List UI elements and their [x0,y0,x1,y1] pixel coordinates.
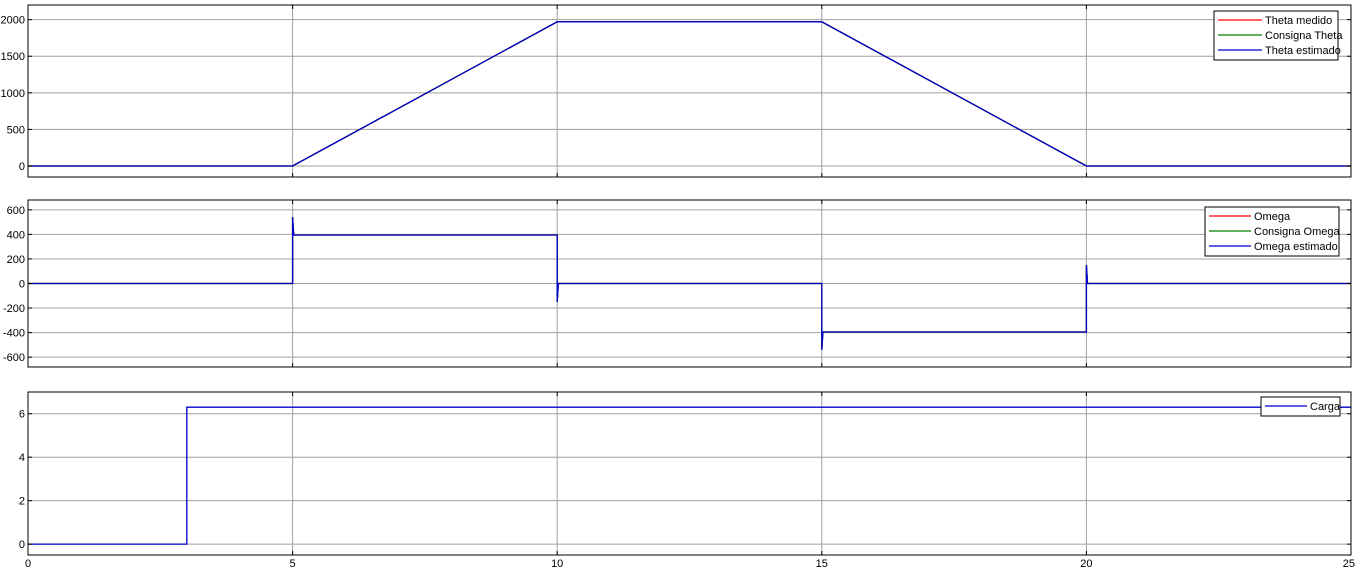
x-tick-label: 25 [1343,558,1355,570]
axes-frame [27,391,1352,556]
subplot-2: -600 -400 -200 0 200 400 600 Omega Consigna Omeg… [3,199,1352,368]
legend: Theta medido Consigna Theta Theta estimado [1213,10,1343,61]
y-tick-label: 4 [19,452,25,464]
series-line-carga [28,406,1351,545]
legend-label: Consigna Omega [1254,226,1340,238]
legend-label: Omega estimado [1254,241,1338,253]
y-tick-label: 0 [19,279,25,291]
y-tick-label: -200 [3,303,25,315]
y-tick-label: 0 [19,161,25,173]
legend-label: Carga [1310,401,1341,413]
y-tick-label: 400 [7,229,25,241]
y-tick-label: 1500 [1,51,25,63]
y-tick-label: 0 [19,539,25,551]
x-tick-label: 15 [816,558,828,570]
y-tick-label: -400 [3,328,25,340]
x-tick-label: 10 [551,558,563,570]
series-line-omega-estimado [28,217,1351,350]
x-tick-label: 0 [25,558,31,570]
y-tick-label: 2000 [1,15,25,27]
legend: Omega Consigna Omega Omega estimado [1204,206,1340,257]
series-line-theta-estimado [28,21,1351,167]
x-tick-label: 5 [290,558,296,570]
legend-label: Omega [1254,211,1291,223]
y-tick-label: 200 [7,254,25,266]
legend: Carga [1260,396,1341,417]
legend-label: Theta estimado [1265,45,1341,57]
y-tick-label: 600 [7,205,25,217]
axes-background [28,5,1351,177]
y-tick-label: 500 [7,124,25,136]
axes-background [28,392,1351,555]
y-tick-label: 2 [19,496,25,508]
legend-label: Consigna Theta [1265,30,1343,42]
legend-label: Theta medido [1265,15,1332,27]
y-tick-label: -600 [3,352,25,364]
y-tick-label: 1000 [1,88,25,100]
x-tick-label: 20 [1080,558,1092,570]
subplot-1: 0 500 1000 1500 2000 Theta medido Consigna The… [1,4,1352,178]
axes-frame [27,4,1352,178]
subplot-3: 0 2 4 6 Carga [19,391,1352,556]
y-tick-label: 6 [19,409,25,421]
